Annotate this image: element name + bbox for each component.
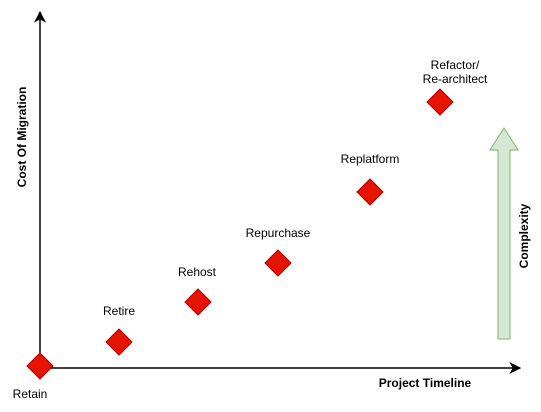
strategy-label: Replatform bbox=[341, 152, 400, 166]
strategy-label-line: Retire bbox=[103, 304, 135, 318]
strategy-label: Retire bbox=[103, 304, 135, 318]
diamond-marker bbox=[426, 88, 454, 116]
strategy-label: Retain bbox=[13, 387, 48, 401]
strategy-label-line: Replatform bbox=[341, 152, 400, 166]
strategy-label: Refactor/Re-architect bbox=[423, 58, 488, 86]
y-axis-title: Cost Of Migration bbox=[15, 87, 29, 188]
strategy-repurchase: Repurchase bbox=[246, 226, 311, 277]
diamond-marker bbox=[105, 328, 133, 356]
diamond-marker bbox=[184, 288, 212, 316]
complexity-arrow-shape bbox=[489, 127, 519, 340]
strategy-label-line: Retain bbox=[13, 387, 48, 401]
strategy-retain: Retain bbox=[13, 352, 54, 401]
complexity-arrow: Complexity bbox=[489, 127, 531, 340]
x-axis-title: Project Timeline bbox=[379, 376, 472, 390]
strategy-label: Repurchase bbox=[246, 226, 311, 240]
strategy-label-line: Re-architect bbox=[423, 72, 488, 86]
strategy-replatform: Replatform bbox=[341, 152, 400, 206]
strategy-label-line: Repurchase bbox=[246, 226, 311, 240]
strategy-rehost: Rehost bbox=[178, 265, 217, 316]
strategy-label: Rehost bbox=[178, 265, 217, 279]
strategy-label-line: Refactor/ bbox=[431, 58, 480, 72]
diamond-marker bbox=[264, 249, 292, 277]
diamond-marker bbox=[356, 178, 384, 206]
diamond-marker bbox=[26, 352, 54, 380]
strategy-markers: Retain Retire Rehost Repurchase Replatform Re… bbox=[13, 58, 488, 401]
strategy-refactor-re-architect: Refactor/Re-architect bbox=[423, 58, 488, 116]
strategy-retire: Retire bbox=[103, 304, 135, 356]
strategy-label-line: Rehost bbox=[178, 265, 217, 279]
complexity-label: Complexity bbox=[517, 203, 531, 268]
